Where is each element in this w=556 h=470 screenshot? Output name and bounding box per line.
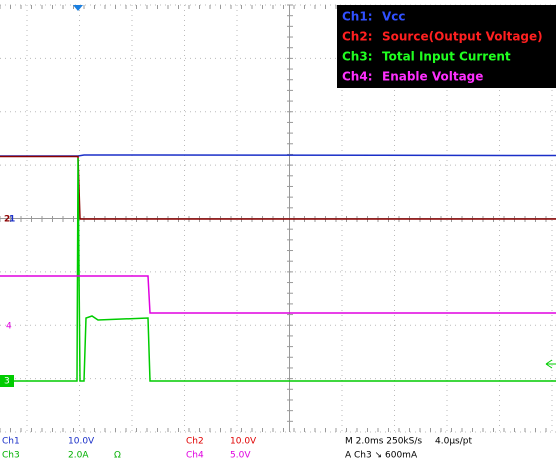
readout-label: Ch4 [186, 451, 204, 461]
readout-label: Ch1 [2, 437, 20, 447]
ch4-marker: 4 [6, 322, 12, 332]
readout-label: Ch2 [186, 437, 204, 447]
legend-box [337, 5, 556, 88]
readout-scale: 2.0A [68, 451, 89, 461]
trigger-level [545, 359, 556, 369]
ch1-trace [0, 154, 556, 157]
ch3-marker-box [0, 375, 14, 387]
legend-channel: Ch2: [342, 30, 373, 44]
legend-channel: Ch1: [342, 10, 373, 24]
trigger-readout: A Ch3 ↘ 600mA [345, 451, 418, 461]
legend-name: Source(Output Voltage) [382, 30, 543, 44]
trigger-position [73, 5, 83, 11]
legend-channel: Ch3: [342, 50, 373, 64]
readout-scale: 5.0V [230, 451, 251, 461]
readout-scale: 10.0V [68, 437, 95, 447]
readout-unit: Ω [114, 451, 121, 461]
legend-name: Total Input Current [382, 50, 511, 64]
legend-name: Enable Voltage [382, 70, 483, 84]
readout-label: Ch3 [2, 451, 20, 461]
resolution: 4.0µs/pt [435, 437, 472, 447]
ch4-trace [0, 275, 556, 314]
ch3-marker: 3 [4, 377, 10, 387]
waveforms [0, 154, 556, 382]
timebase: M 2.0ms 250kS/s [345, 437, 422, 447]
legend-name: Vcc [382, 10, 406, 24]
ch2-marker: 2 [4, 215, 10, 225]
readout-scale: 10.0V [230, 437, 257, 447]
ch3-trace [0, 157, 556, 382]
legend-channel: Ch4: [342, 70, 373, 84]
ch1-marker: 1 [9, 215, 15, 225]
